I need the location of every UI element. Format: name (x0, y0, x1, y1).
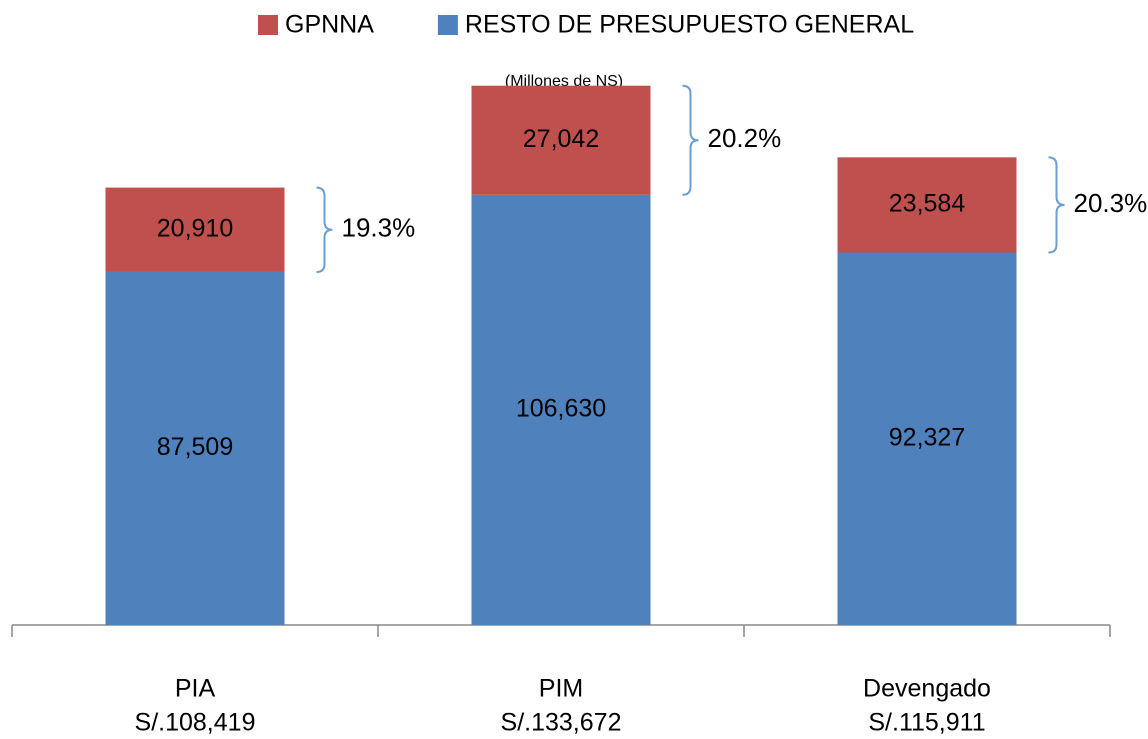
value-label: 92,327 (889, 423, 965, 451)
value-label: 20,910 (157, 214, 233, 242)
bracket (1048, 156, 1065, 254)
legend-label: GPNNA (285, 11, 374, 39)
x-tick-label: Devengado (863, 675, 991, 703)
x-tick-label: PIM (539, 675, 583, 703)
bar-segment (105, 271, 285, 625)
bar-segment (471, 194, 651, 625)
bar-segment (837, 157, 1017, 253)
annotation: 20.2% (708, 123, 782, 153)
bar-segment (471, 85, 651, 195)
value-label: 106,630 (516, 395, 606, 423)
legend-swatch (258, 15, 278, 35)
legend-label: RESTO DE PRESUPUESTO GENERAL (465, 11, 914, 39)
x-tick-label: PIA (175, 675, 216, 703)
x-tick-sublabel: S/.115,911 (868, 709, 985, 737)
x-tick-sublabel: S/.108,419 (135, 709, 256, 737)
bar-segment (837, 252, 1017, 626)
annotation: 20.3% (1074, 188, 1148, 218)
x-tick-sublabel: S/.133,672 (501, 709, 622, 737)
bracket (316, 186, 333, 273)
bar-segment (105, 187, 285, 272)
value-label: 23,584 (889, 190, 966, 218)
bracket (682, 84, 699, 196)
annotation: 19.3% (342, 213, 416, 243)
legend-swatch (437, 15, 458, 35)
value-label: 27,042 (523, 125, 599, 153)
value-label: 87,509 (157, 433, 233, 461)
